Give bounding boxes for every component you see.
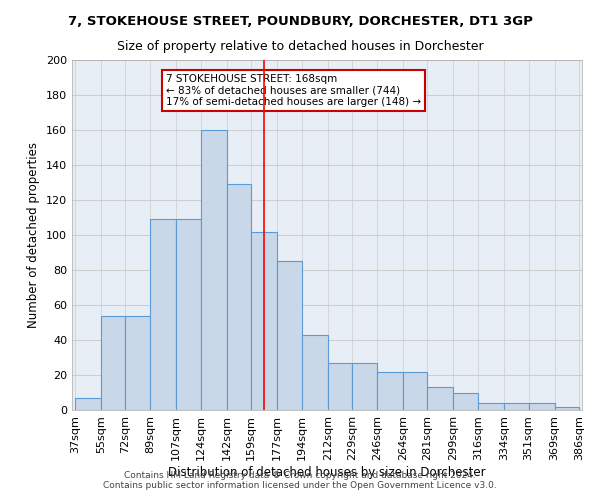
- Text: Size of property relative to detached houses in Dorchester: Size of property relative to detached ho…: [116, 40, 484, 53]
- Bar: [352, 363, 377, 410]
- Bar: [554, 406, 579, 410]
- Bar: [176, 219, 200, 410]
- Text: Contains HM Land Registry data © Crown copyright and database right 2024.
Contai: Contains HM Land Registry data © Crown c…: [103, 470, 497, 490]
- Bar: [227, 184, 251, 410]
- Bar: [302, 335, 328, 410]
- Bar: [403, 372, 427, 410]
- Bar: [125, 316, 150, 410]
- Bar: [377, 372, 403, 410]
- Bar: [478, 403, 504, 410]
- Bar: [454, 392, 478, 410]
- Bar: [75, 398, 101, 410]
- Bar: [251, 232, 277, 410]
- X-axis label: Distribution of detached houses by size in Dorchester: Distribution of detached houses by size …: [168, 466, 486, 478]
- Bar: [504, 403, 529, 410]
- Text: 7 STOKEHOUSE STREET: 168sqm
← 83% of detached houses are smaller (744)
17% of se: 7 STOKEHOUSE STREET: 168sqm ← 83% of det…: [166, 74, 421, 107]
- Bar: [200, 130, 227, 410]
- Bar: [328, 363, 352, 410]
- Bar: [277, 261, 302, 410]
- Bar: [150, 219, 176, 410]
- Bar: [529, 403, 554, 410]
- Bar: [427, 387, 454, 410]
- Bar: [101, 316, 125, 410]
- Y-axis label: Number of detached properties: Number of detached properties: [28, 142, 40, 328]
- Text: 7, STOKEHOUSE STREET, POUNDBURY, DORCHESTER, DT1 3GP: 7, STOKEHOUSE STREET, POUNDBURY, DORCHES…: [68, 15, 532, 28]
